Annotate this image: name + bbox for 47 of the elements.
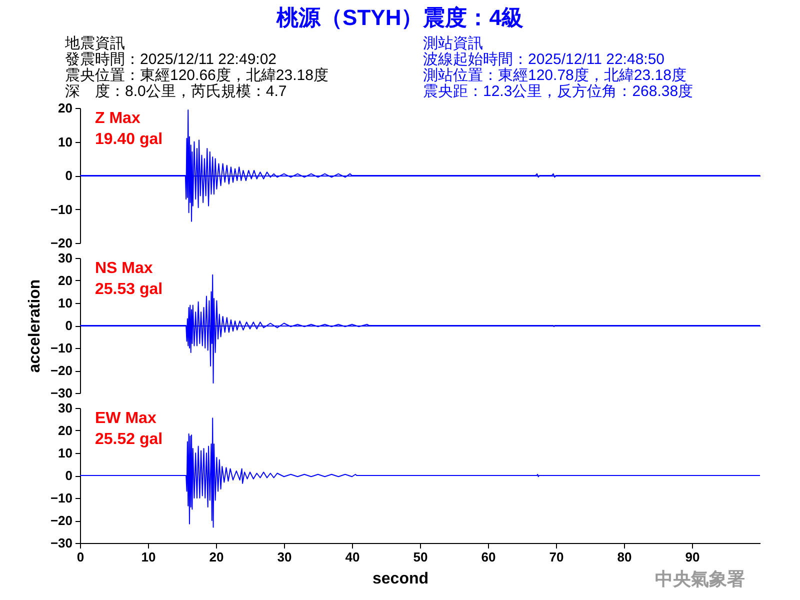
y-tick-label: 30 <box>58 400 72 416</box>
x-tick-label: 20 <box>209 550 224 564</box>
y-tick-label: 10 <box>58 446 72 460</box>
x-tick-label: 70 <box>549 550 564 564</box>
x-tick-label: 40 <box>345 550 360 564</box>
annotation: Z Max <box>95 110 140 127</box>
y-tick-label: 30 <box>58 250 72 266</box>
y-tick-label: 10 <box>58 134 72 150</box>
text: 中央氣象署 <box>655 569 745 590</box>
y-axis-title: acceleration <box>26 279 44 373</box>
annotation: EW Max <box>95 410 156 427</box>
x-tick-label: 50 <box>413 550 428 564</box>
x-tick-label: 10 <box>141 550 156 564</box>
x-tick-label: 60 <box>481 550 496 564</box>
text: 測站位置：東經120.78度，北緯23.18度 <box>423 67 686 84</box>
y-tick-label: 20 <box>58 423 72 438</box>
y-tick-label: −20 <box>50 236 72 250</box>
annotation: 25.53 gal <box>95 281 163 298</box>
y-tick-label: −30 <box>50 536 72 550</box>
y-tick-label: 0 <box>65 468 72 483</box>
y-tick-label: 10 <box>58 296 72 310</box>
annotation: NS Max <box>95 260 153 277</box>
text: 地震資訊 <box>64 35 125 52</box>
x-tick-label: 30 <box>277 550 292 564</box>
y-tick-label: 0 <box>65 168 72 183</box>
y-tick-label: 20 <box>58 100 72 116</box>
text: 發震時間：2025/12/11 22:49:02 <box>65 51 277 68</box>
x-tick-label: 0 <box>76 550 84 564</box>
text: 測站資訊 <box>423 35 483 52</box>
y-tick-label: −20 <box>50 513 72 528</box>
text: 震央距：12.3公里，反方位角：268.38度 <box>423 83 694 100</box>
y-tick-label: −10 <box>50 202 72 217</box>
text: 波線起始時間：2025/12/11 22:48:50 <box>423 51 665 68</box>
annotation: 25.52 gal <box>95 431 163 448</box>
annotation: 19.40 gal <box>95 131 163 148</box>
text: 震央位置：東經120.66度，北緯23.18度 <box>65 67 328 84</box>
x-axis-title: second <box>372 570 429 588</box>
y-tick-label: −30 <box>50 386 72 400</box>
y-tick-label: 0 <box>65 318 72 333</box>
text: 深 度：8.0公里，芮氏規模：4.7 <box>65 83 287 100</box>
y-tick-label: −10 <box>50 490 72 506</box>
y-tick-label: −10 <box>50 340 72 356</box>
x-tick-label: 90 <box>685 550 700 564</box>
y-tick-label: −20 <box>50 363 72 378</box>
text: 桃源（STYH）震度：4級 <box>276 5 524 30</box>
x-tick-label: 80 <box>617 550 632 564</box>
y-tick-label: 20 <box>58 273 72 288</box>
